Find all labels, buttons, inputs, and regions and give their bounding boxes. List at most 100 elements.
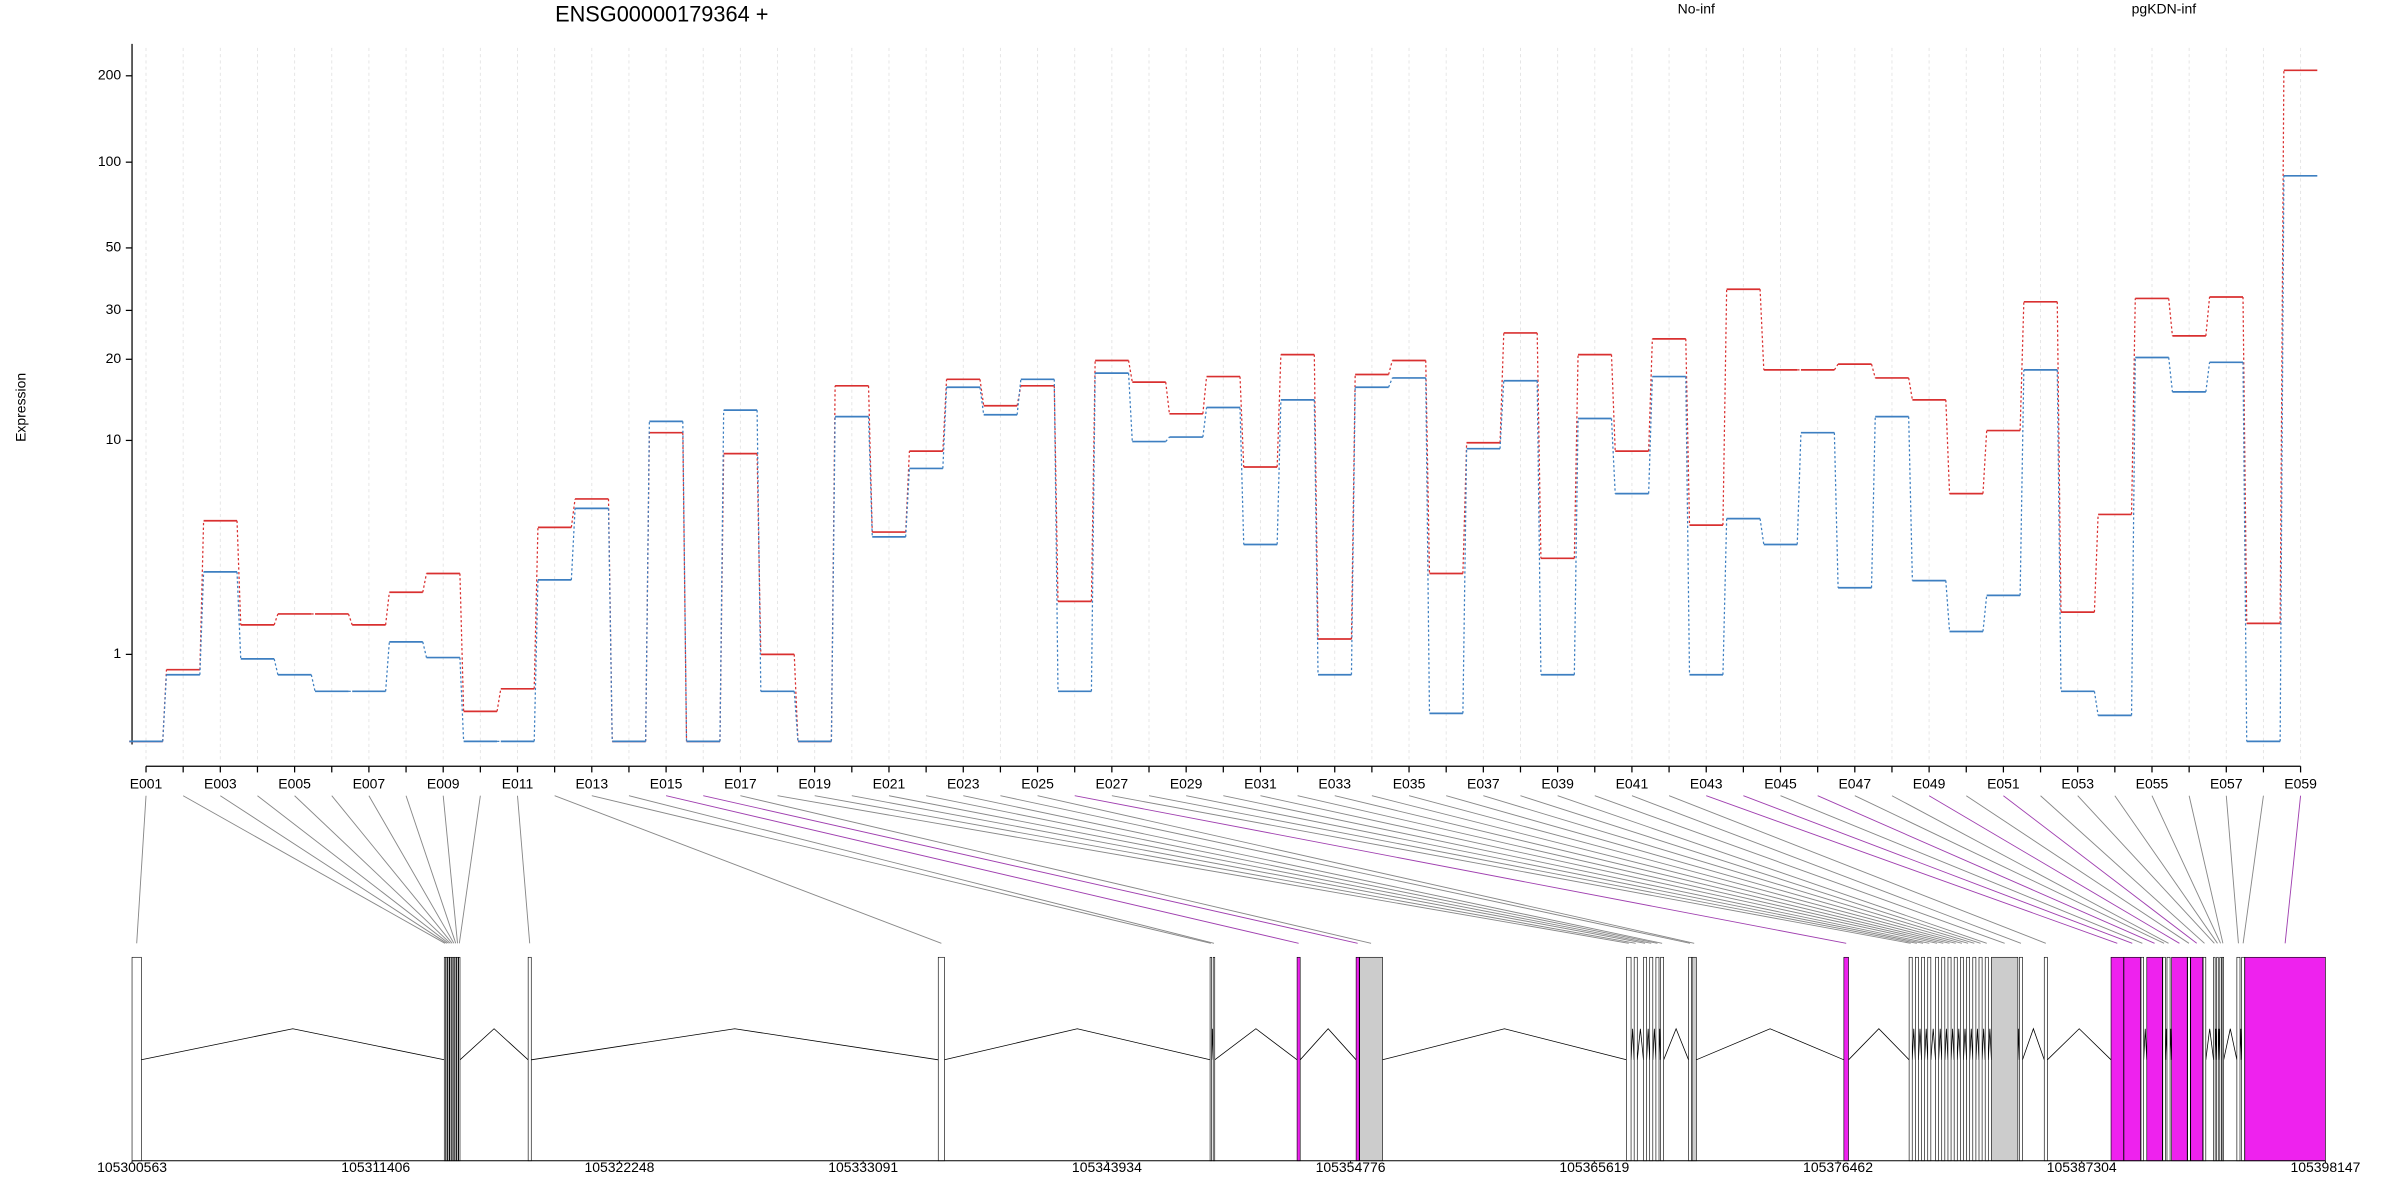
exon-link bbox=[2040, 795, 2205, 944]
exon-link bbox=[628, 795, 1215, 944]
connector bbox=[1165, 436, 1170, 442]
exon-link bbox=[1557, 795, 1987, 944]
x-tick-label: E047 bbox=[1838, 776, 1871, 792]
exon-link bbox=[926, 795, 1658, 944]
exon-link bbox=[1854, 795, 2165, 944]
connector bbox=[1833, 432, 1839, 588]
connector bbox=[1833, 363, 1839, 371]
exon bbox=[1660, 956, 1664, 1162]
y-tick-label: 200 bbox=[98, 66, 122, 82]
x-tick-label: E023 bbox=[947, 776, 980, 792]
intron bbox=[1956, 1028, 1961, 1060]
exon bbox=[2123, 956, 2141, 1162]
intron bbox=[2047, 1028, 2112, 1061]
intron bbox=[1987, 1028, 1992, 1060]
genome-tick-label: 105354776 bbox=[1316, 1159, 1386, 1175]
connector bbox=[1425, 360, 1431, 574]
exon-link bbox=[442, 795, 458, 944]
intron bbox=[1950, 1028, 1955, 1060]
exon-link bbox=[963, 795, 1663, 944]
connector bbox=[496, 688, 502, 712]
connector bbox=[979, 387, 985, 415]
connector bbox=[607, 508, 613, 742]
exon-link bbox=[2188, 795, 2224, 944]
x-tick-label: E003 bbox=[204, 776, 237, 792]
exon bbox=[1359, 956, 1383, 1162]
exon-link bbox=[257, 795, 449, 944]
x-tick-label: E013 bbox=[575, 776, 608, 792]
x-tick-label: E057 bbox=[2210, 776, 2243, 792]
intron bbox=[1924, 1028, 1929, 1060]
intron bbox=[1630, 1028, 1635, 1060]
exon-link bbox=[405, 795, 457, 944]
connector bbox=[2130, 357, 2136, 716]
connector bbox=[1982, 595, 1988, 632]
intron bbox=[1652, 1028, 1657, 1060]
exon-link bbox=[1891, 795, 2169, 944]
exon-link bbox=[1408, 795, 1963, 944]
exon-link bbox=[220, 795, 447, 944]
x-tick-label: E045 bbox=[1764, 776, 1797, 792]
exon bbox=[1688, 956, 1692, 1162]
exon bbox=[2190, 956, 2204, 1162]
intron bbox=[2205, 1028, 2214, 1060]
connector bbox=[830, 416, 836, 742]
exon bbox=[1991, 956, 2019, 1162]
intron bbox=[2022, 1027, 2045, 1060]
x-tick-label: E025 bbox=[1021, 776, 1054, 792]
connector bbox=[1313, 399, 1319, 675]
genome-tick-label: 105300563 bbox=[97, 1159, 167, 1175]
x-tick-label: E009 bbox=[427, 776, 460, 792]
connector bbox=[1202, 376, 1208, 414]
connector bbox=[236, 520, 242, 625]
connector bbox=[867, 385, 873, 533]
exon-link bbox=[888, 795, 1652, 944]
exon bbox=[1626, 956, 1632, 1162]
exon bbox=[1915, 956, 1919, 1162]
exon bbox=[1296, 956, 1301, 1162]
x-tick-label: E041 bbox=[1616, 776, 1649, 792]
exon bbox=[2202, 956, 2207, 1162]
y-tick-label: 20 bbox=[106, 350, 122, 366]
exon-link bbox=[1186, 795, 1924, 944]
exon-link bbox=[368, 795, 455, 944]
legend-entry: pgKDN-inf bbox=[2132, 0, 2197, 16]
intron bbox=[1646, 1028, 1651, 1060]
connector bbox=[422, 573, 428, 593]
x-tick-label: E015 bbox=[650, 776, 683, 792]
exon-link bbox=[814, 795, 1636, 944]
exon-link bbox=[294, 795, 451, 944]
connector bbox=[1536, 380, 1542, 675]
intron bbox=[531, 1028, 939, 1061]
intron bbox=[1930, 1028, 1936, 1060]
connector bbox=[385, 641, 390, 692]
connector bbox=[1165, 382, 1171, 414]
exon bbox=[2241, 956, 2245, 1162]
x-tick-label: E037 bbox=[1467, 776, 1500, 792]
connector bbox=[1685, 338, 1691, 526]
exon-link bbox=[2003, 795, 2198, 944]
intron bbox=[1975, 1028, 1980, 1060]
chart-title: ENSG00000179364 + bbox=[555, 2, 768, 27]
connector bbox=[1796, 432, 1802, 545]
exon bbox=[2219, 956, 2222, 1162]
exon bbox=[452, 956, 455, 1162]
connector bbox=[1388, 360, 1393, 375]
connector bbox=[1202, 407, 1208, 438]
exon-link bbox=[1148, 795, 1917, 944]
exon bbox=[2187, 956, 2191, 1162]
exon-link bbox=[1743, 795, 2133, 944]
connector bbox=[1053, 385, 1059, 602]
exon-link bbox=[777, 795, 1629, 944]
exon-link bbox=[136, 795, 147, 944]
y-tick-label: 1 bbox=[113, 645, 121, 661]
intron bbox=[1911, 1028, 1916, 1060]
exon bbox=[1633, 956, 1638, 1162]
exon-link bbox=[1223, 795, 1930, 944]
connector bbox=[347, 613, 353, 626]
connector bbox=[1610, 418, 1616, 494]
exon-link bbox=[1334, 795, 1950, 944]
exon bbox=[2221, 956, 2224, 1162]
